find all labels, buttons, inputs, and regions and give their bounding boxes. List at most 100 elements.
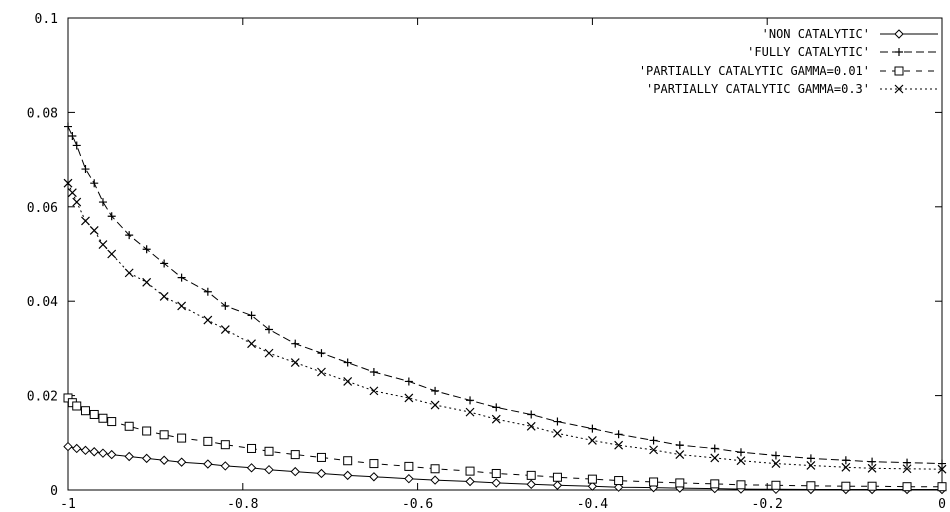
- series-1-point: [404, 473, 414, 484]
- series-4-point: [736, 456, 746, 466]
- series-4-point: [553, 428, 562, 438]
- series-2-point: [369, 368, 378, 376]
- series-3-point: [614, 476, 624, 486]
- series-3-point: [98, 413, 108, 423]
- series-2-point: [492, 403, 501, 412]
- series-2-point: [649, 436, 658, 445]
- series-4-point: [491, 414, 501, 424]
- series-3-point: [937, 482, 947, 492]
- series-2-point: [265, 325, 274, 334]
- series-2-point: [614, 430, 623, 439]
- series-3-point: [220, 440, 230, 450]
- series-2-point: [177, 273, 186, 282]
- series-3-point: [369, 459, 379, 469]
- series-4-point: [937, 464, 947, 474]
- series-2-point: [72, 141, 81, 150]
- legend-marker-1: [894, 29, 904, 39]
- series-4-point: [203, 315, 213, 325]
- series-3-point: [72, 401, 82, 411]
- series-3-point: [404, 461, 414, 471]
- series-4-point: [124, 268, 134, 278]
- series-2-point: [160, 259, 169, 268]
- series-3-point: [203, 436, 213, 446]
- series-1-point: [613, 482, 624, 492]
- series-3-point: [552, 472, 562, 482]
- series-2-point: [466, 396, 475, 405]
- series-3-point: [491, 468, 501, 478]
- series-2-point: [771, 451, 780, 460]
- series-2-point: [68, 132, 77, 140]
- x-tick-label: -0.2: [752, 497, 783, 512]
- series-3-point: [142, 426, 152, 436]
- series-3-point: [710, 479, 720, 489]
- legend: 'NON CATALYTIC' 'FULLY CATALYTIC' 'PARTIAL…: [639, 27, 938, 96]
- series-1-point: [203, 459, 213, 469]
- series-3-point: [465, 466, 475, 476]
- series-4-point: [247, 339, 256, 349]
- series-4-point: [771, 459, 781, 468]
- series-4-point: [614, 440, 624, 450]
- series-4-point: [675, 450, 685, 460]
- series-3-point: [247, 443, 257, 453]
- series-3-point: [649, 477, 659, 487]
- x-tick-label: -0.8: [227, 497, 258, 512]
- series-2-point: [247, 311, 256, 320]
- y-tick-label: 0.1: [35, 12, 58, 27]
- series-2-point: [710, 444, 719, 453]
- series-3-point: [736, 480, 746, 490]
- series-3-point: [430, 464, 440, 474]
- series-3-point: [771, 480, 781, 490]
- series-2-point: [107, 212, 116, 221]
- series-4-point: [587, 436, 597, 445]
- x-tick-label: -1: [60, 497, 76, 512]
- series-1-point: [290, 466, 300, 477]
- series-4-point: [72, 197, 82, 207]
- series-1-point: [98, 448, 108, 458]
- legend-marker-4: [894, 84, 904, 94]
- legend-label-1: 'NON CATALYTIC': [762, 27, 870, 41]
- series-4-point: [404, 393, 414, 403]
- series-3-point: [316, 452, 326, 462]
- series-4-point: [89, 225, 99, 235]
- series-1-point: [552, 480, 563, 490]
- series-4-point: [369, 386, 379, 396]
- series-1-point: [526, 479, 536, 490]
- series-1-point: [369, 472, 379, 482]
- series-4-point: [81, 216, 90, 226]
- series-4-point: [343, 377, 353, 386]
- series-1-point: [220, 461, 231, 471]
- y-tick-label: 0.06: [27, 201, 58, 216]
- series-4-point: [465, 407, 475, 417]
- series-4-point: [526, 421, 536, 431]
- series-2-point: [527, 410, 536, 419]
- series-4-point: [142, 277, 152, 287]
- series-1-point: [176, 457, 187, 467]
- series-4-point: [264, 348, 274, 358]
- series-2-point: [553, 417, 562, 426]
- series-2-point: [90, 179, 99, 188]
- series-4-point: [98, 240, 108, 249]
- series-1-point: [246, 463, 257, 473]
- series-4-point: [63, 178, 73, 188]
- series-2-point: [81, 165, 90, 174]
- series-1-point: [465, 476, 475, 487]
- series-1-point: [80, 445, 91, 456]
- series-2-point: [841, 456, 850, 465]
- series-3-point: [159, 430, 169, 440]
- x-tick-label: -0.4: [577, 497, 608, 512]
- series-2-point: [903, 458, 912, 467]
- series-group: [63, 122, 947, 495]
- series-2-point: [938, 459, 946, 468]
- series-4-point: [710, 453, 720, 463]
- series-4-point: [177, 301, 187, 311]
- series-3-point: [107, 417, 117, 427]
- series-4-point: [430, 400, 440, 410]
- series-4-point: [841, 462, 851, 472]
- y-tick-label: 0.02: [27, 390, 58, 405]
- legend-marker-2: [895, 48, 903, 56]
- y-tick-label: 0.04: [27, 295, 58, 310]
- series-2-point: [404, 377, 413, 386]
- legend-label-3: 'PARTIALLY CATALYTIC GAMMA=0.01': [639, 64, 870, 78]
